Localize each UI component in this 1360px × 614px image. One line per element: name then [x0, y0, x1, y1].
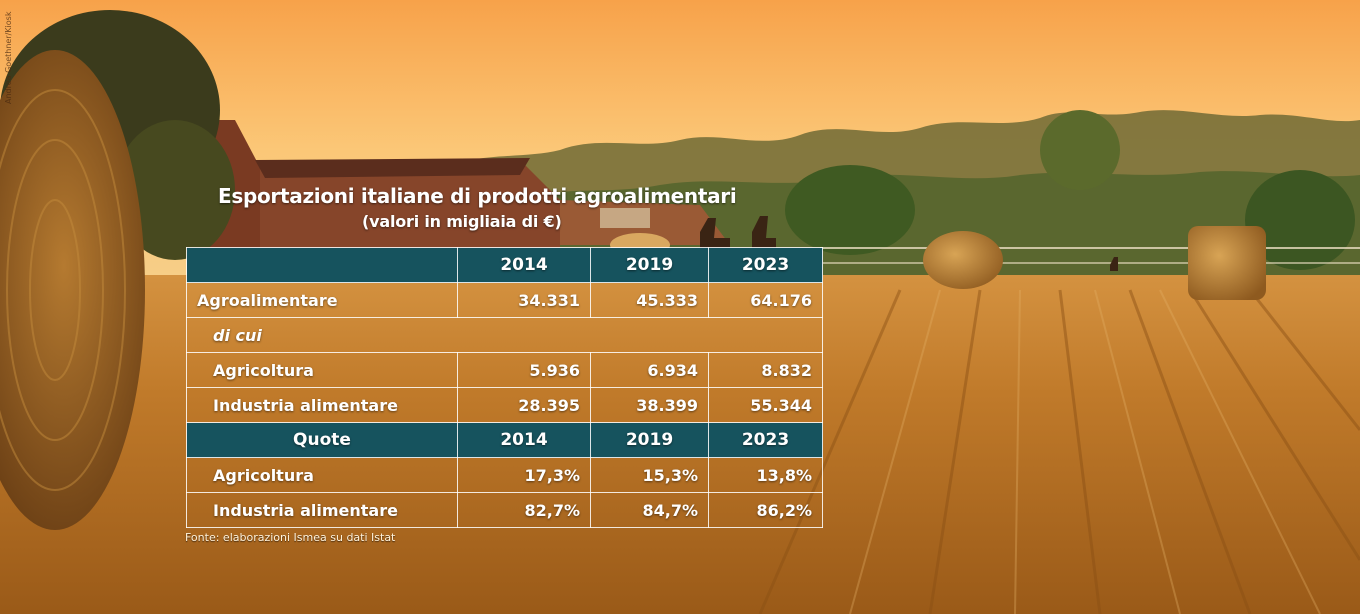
value-cell: 17,3%: [457, 457, 591, 493]
table-row: Industria alimentare 82,7% 84,7% 86,2%: [186, 492, 823, 528]
header-year-cell: 2014: [457, 422, 591, 458]
table-header-row: 2014 2019 2023: [186, 247, 823, 283]
quote-header-row: Quote 2014 2019 2023: [186, 422, 823, 458]
value-cell: 38.399: [590, 387, 709, 423]
value-cell: 6.934: [590, 352, 709, 388]
row-label: Industria alimentare: [186, 492, 458, 528]
value-cell: 82,7%: [457, 492, 591, 528]
header-year-cell: 2023: [708, 247, 823, 283]
header-year-cell: 2019: [590, 422, 709, 458]
header-label-cell: [186, 247, 458, 283]
table-row: Agroalimentare 34.331 45.333 64.176: [186, 282, 823, 318]
value-cell: 5.936: [457, 352, 591, 388]
table-row: Agricoltura 17,3% 15,3% 13,8%: [186, 457, 823, 493]
row-label: Agricoltura: [186, 352, 458, 388]
header-year-cell: 2023: [708, 422, 823, 458]
value-cell: 34.331: [457, 282, 591, 318]
value-cell: 28.395: [457, 387, 591, 423]
value-cell: 86,2%: [708, 492, 823, 528]
photo-credit: Andrea Goethner/Kiosk: [4, 12, 13, 105]
row-label: Agroalimentare: [186, 282, 458, 318]
table-row: di cui: [186, 317, 823, 353]
page-title: Esportazioni italiane di prodotti agroal…: [218, 184, 737, 208]
value-cell: 15,3%: [590, 457, 709, 493]
value-cell: 84,7%: [590, 492, 709, 528]
quote-header-label: Quote: [186, 422, 458, 458]
table-row: Agricoltura 5.936 6.934 8.832: [186, 352, 823, 388]
row-label: Agricoltura: [186, 457, 458, 493]
row-label-di-cui: di cui: [186, 317, 823, 353]
value-cell: 45.333: [590, 282, 709, 318]
row-label: Industria alimentare: [186, 387, 458, 423]
header-year-cell: 2019: [590, 247, 709, 283]
value-cell: 64.176: [708, 282, 823, 318]
source-note: Fonte: elaborazioni Ismea su dati Istat: [185, 531, 396, 544]
page-subtitle: (valori in migliaia di €): [362, 212, 562, 231]
exports-table: 2014 2019 2023 Agroalimentare 34.331 45.…: [186, 247, 823, 528]
value-cell: 13,8%: [708, 457, 823, 493]
header-year-cell: 2014: [457, 247, 591, 283]
value-cell: 55.344: [708, 387, 823, 423]
table-row: Industria alimentare 28.395 38.399 55.34…: [186, 387, 823, 423]
value-cell: 8.832: [708, 352, 823, 388]
